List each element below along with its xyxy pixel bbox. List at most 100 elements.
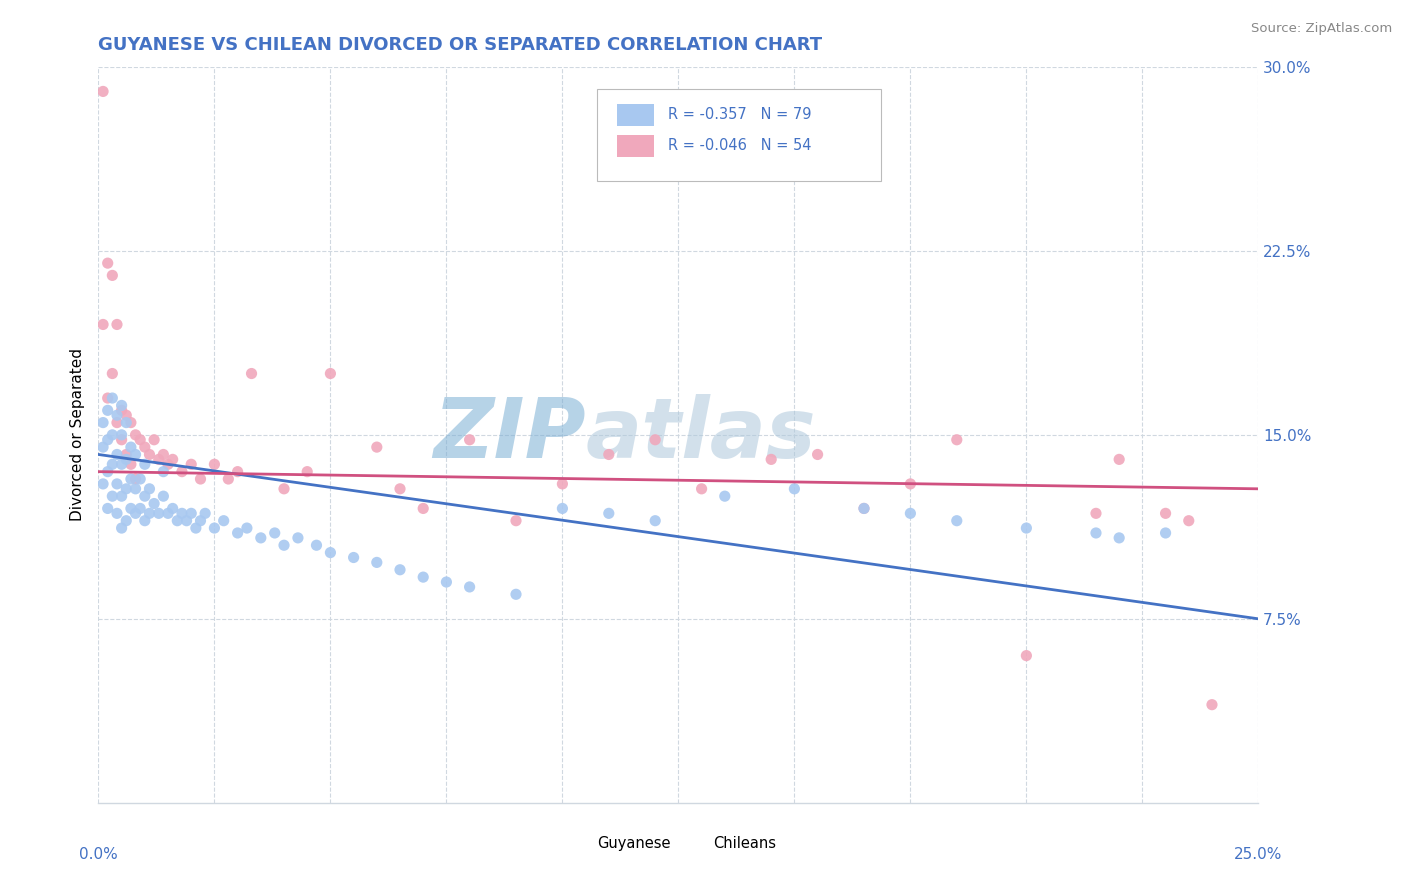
- Point: [761, 452, 783, 467]
- Text: R = -0.357   N = 79: R = -0.357 N = 79: [668, 107, 811, 122]
- Point: [204, 521, 226, 535]
- Point: [105, 408, 128, 422]
- Point: [783, 482, 806, 496]
- Point: [101, 427, 124, 442]
- Point: [170, 506, 193, 520]
- Point: [91, 476, 114, 491]
- Point: [412, 501, 434, 516]
- Text: 25.0%: 25.0%: [1234, 847, 1282, 862]
- Point: [91, 84, 114, 98]
- Bar: [617, 135, 654, 157]
- Text: GUYANESE VS CHILEAN DIVORCED OR SEPARATED CORRELATION CHART: GUYANESE VS CHILEAN DIVORCED OR SEPARATE…: [98, 37, 823, 54]
- Point: [240, 367, 263, 381]
- Point: [166, 514, 188, 528]
- Point: [598, 506, 620, 520]
- Point: [97, 256, 120, 270]
- Point: [138, 482, 160, 496]
- Point: [273, 482, 295, 496]
- Point: [505, 587, 527, 601]
- Point: [217, 472, 239, 486]
- Point: [101, 391, 124, 405]
- Point: [97, 501, 120, 516]
- Point: [170, 465, 193, 479]
- Point: [458, 433, 481, 447]
- Point: [105, 318, 128, 332]
- Point: [138, 448, 160, 462]
- Point: [236, 521, 259, 535]
- Point: [297, 465, 319, 479]
- Point: [551, 501, 574, 516]
- Point: [807, 448, 830, 462]
- Point: [194, 506, 217, 520]
- Point: [176, 514, 198, 528]
- Point: [900, 506, 922, 520]
- Point: [134, 489, 156, 503]
- Point: [124, 506, 146, 520]
- Point: [190, 514, 212, 528]
- Point: [1015, 521, 1038, 535]
- Point: [1154, 506, 1177, 520]
- Point: [900, 476, 922, 491]
- Point: [124, 427, 146, 442]
- Point: [124, 482, 146, 496]
- Bar: [568, 836, 593, 852]
- Point: [152, 489, 174, 503]
- Point: [134, 514, 156, 528]
- Point: [97, 391, 120, 405]
- Point: [120, 457, 142, 471]
- Point: [152, 448, 174, 462]
- Point: [305, 538, 328, 552]
- Bar: [685, 836, 710, 852]
- Point: [366, 555, 388, 569]
- Point: [105, 416, 128, 430]
- Point: [105, 476, 128, 491]
- Point: [1108, 452, 1130, 467]
- Point: [129, 472, 152, 486]
- Point: [115, 482, 138, 496]
- Point: [458, 580, 481, 594]
- Point: [129, 501, 152, 516]
- Point: [226, 525, 249, 540]
- Point: [97, 433, 120, 447]
- Point: [319, 367, 342, 381]
- Y-axis label: Divorced or Separated: Divorced or Separated: [70, 349, 86, 521]
- Point: [101, 367, 124, 381]
- Point: [690, 482, 713, 496]
- Point: [226, 465, 249, 479]
- Point: [287, 531, 309, 545]
- Point: [97, 465, 120, 479]
- Point: [111, 433, 132, 447]
- Point: [1015, 648, 1038, 663]
- Point: [263, 525, 285, 540]
- Point: [143, 496, 166, 510]
- Point: [134, 440, 156, 454]
- Text: Source: ZipAtlas.com: Source: ZipAtlas.com: [1251, 22, 1392, 36]
- Point: [190, 472, 212, 486]
- Point: [105, 506, 128, 520]
- Point: [124, 472, 146, 486]
- Point: [124, 448, 146, 462]
- Point: [115, 452, 138, 467]
- Text: 0.0%: 0.0%: [79, 847, 118, 862]
- Point: [120, 472, 142, 486]
- Point: [157, 457, 180, 471]
- Point: [551, 476, 574, 491]
- Point: [91, 440, 114, 454]
- Point: [115, 514, 138, 528]
- Point: [97, 403, 120, 417]
- Point: [115, 408, 138, 422]
- Point: [134, 457, 156, 471]
- Point: [111, 427, 132, 442]
- Point: [946, 514, 969, 528]
- Point: [148, 452, 170, 467]
- Point: [852, 501, 875, 516]
- Point: [111, 457, 132, 471]
- Point: [162, 501, 184, 516]
- Point: [91, 416, 114, 430]
- Point: [319, 545, 342, 560]
- Text: ZIP: ZIP: [433, 394, 585, 475]
- Point: [1085, 525, 1108, 540]
- Point: [644, 514, 666, 528]
- Point: [111, 489, 132, 503]
- Point: [120, 440, 142, 454]
